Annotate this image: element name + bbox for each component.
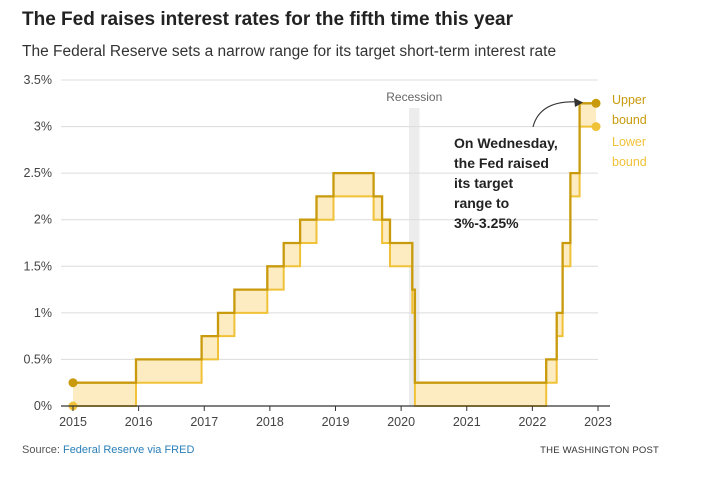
publisher-credit: THE WASHINGTON POST — [540, 445, 659, 456]
upper-bound-label-line: Upper — [612, 93, 646, 107]
upper-bound-start-dot — [68, 378, 78, 388]
y-tick-label: 2% — [34, 213, 52, 227]
y-tick-label: 1.5% — [24, 259, 53, 273]
source-prefix: Source: — [22, 444, 63, 456]
lower-bound-label-line: bound — [612, 155, 647, 169]
rate-chart: Recession 0% 0.5% 1% 1.5% 2% 2.5% 3% 3.5% 2015 20… — [24, 73, 647, 429]
upper-bound-end-dot — [591, 98, 601, 108]
annotation-line: 3%-3.25% — [454, 215, 519, 231]
lower-bound-label: Lower bound — [612, 135, 647, 169]
y-tick-label: 2.5% — [24, 166, 53, 180]
y-tick-label: 0.5% — [24, 352, 53, 366]
y-tick-label: 0% — [34, 399, 52, 413]
x-tick-label: 2020 — [387, 415, 415, 429]
source-note: Source: Federal Reserve via FRED — [22, 444, 194, 456]
x-tick-label: 2019 — [322, 415, 350, 429]
upper-bound-label-line: bound — [612, 113, 647, 127]
annotation-arrowhead — [574, 98, 583, 107]
chart-subtitle: The Federal Reserve sets a narrow range … — [22, 43, 557, 60]
annotation-line: range to — [454, 195, 509, 211]
x-tick-label: 2017 — [190, 415, 218, 429]
upper-bound-line — [73, 102, 596, 384]
y-tick-label: 3.5% — [24, 73, 53, 87]
annotation-line: On Wednesday, — [454, 135, 558, 151]
x-tick-label: 2016 — [125, 415, 153, 429]
lower-bound-end-dot — [591, 122, 601, 132]
x-tick-label: 2023 — [584, 415, 612, 429]
x-tick-label: 2022 — [518, 415, 546, 429]
annotation-text: On Wednesday, the Fed raised its target ran… — [454, 135, 558, 231]
lower-bound-line — [73, 125, 596, 407]
chart-title: The Fed raises interest rates for the fi… — [22, 9, 513, 30]
source-link[interactable]: Federal Reserve via FRED — [62, 444, 195, 456]
recession-label: Recession — [386, 90, 442, 104]
x-tick-label: 2018 — [256, 415, 284, 429]
x-tick-label: 2021 — [453, 415, 481, 429]
upper-bound-label: Upper bound — [612, 93, 647, 127]
recession-band — [409, 108, 420, 406]
lower-bound-label-line: Lower — [612, 135, 646, 149]
y-tick-label: 1% — [34, 306, 52, 320]
annotation-line: its target — [454, 175, 513, 191]
annotation-line: the Fed raised — [454, 155, 549, 171]
x-tick-label: 2015 — [59, 415, 87, 429]
annotation-arrow — [532, 101, 579, 128]
y-tick-label: 3% — [34, 120, 52, 134]
